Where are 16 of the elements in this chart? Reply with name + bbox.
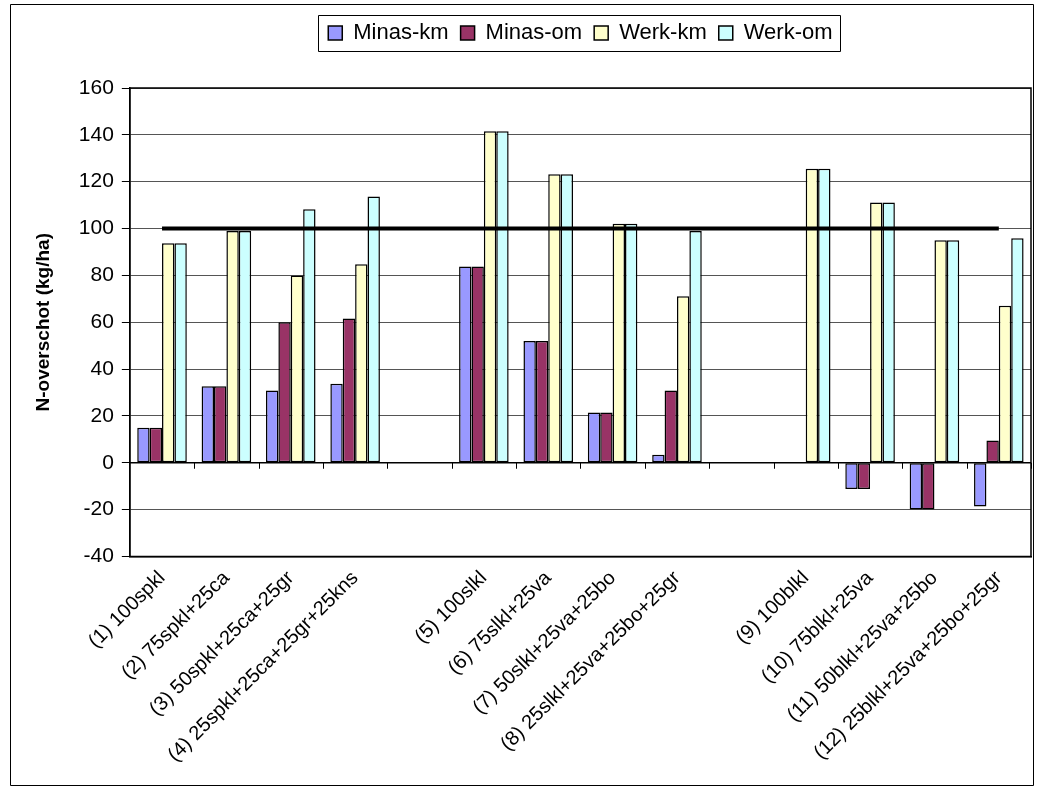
- legend-label: Minas-km: [353, 19, 449, 45]
- y-tick-label: -40: [83, 543, 114, 567]
- legend-label: Minas-om: [485, 19, 583, 45]
- legend-label: Werk-km: [619, 19, 707, 45]
- y-tick-label: -20: [83, 496, 114, 520]
- y-tick-label: 60: [90, 309, 114, 333]
- y-tick-label: 120: [78, 168, 114, 192]
- y-tick-label: 0: [102, 449, 114, 473]
- y-tick-label: 20: [90, 402, 114, 426]
- y-axis-title: N-overschot (kg/ha): [31, 233, 53, 412]
- y-tick-label: 160: [78, 74, 114, 98]
- y-tick-label: 40: [90, 355, 114, 379]
- y-tick-label: 140: [78, 121, 114, 145]
- y-tick-label: 80: [90, 262, 114, 286]
- y-tick-label: 100: [78, 215, 114, 239]
- legend-label: Werk-om: [743, 19, 833, 45]
